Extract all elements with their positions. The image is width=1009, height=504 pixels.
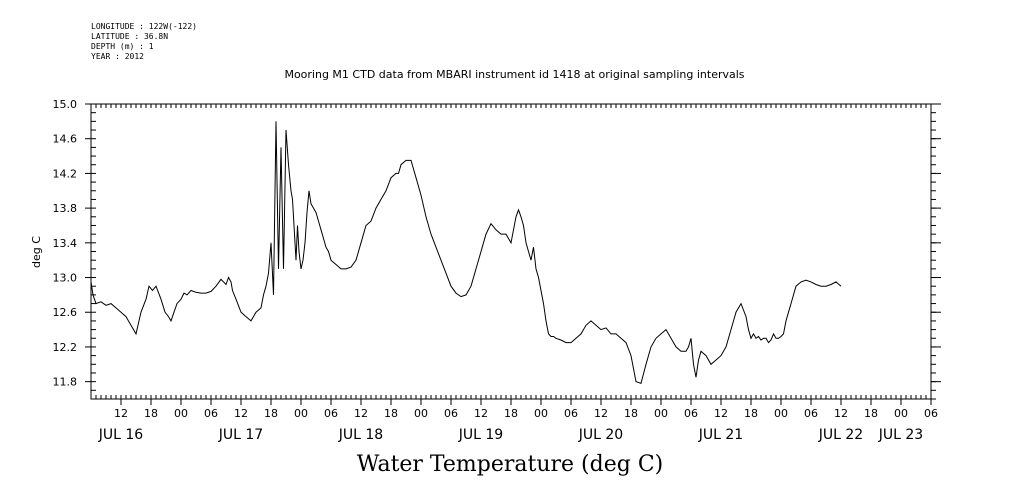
x-hour-label: 18: [864, 407, 878, 420]
x-day-label: JUL 20: [578, 427, 623, 443]
y-tick-label: 14.6: [53, 133, 78, 146]
x-hour-label: 00: [774, 407, 788, 420]
y-tick-label: 13.8: [53, 202, 78, 215]
x-hour-label: 12: [714, 407, 728, 420]
x-day-label: JUL 22: [818, 427, 863, 443]
x-hour-label: 18: [144, 407, 158, 420]
x-hour-label: 12: [234, 407, 248, 420]
y-tick-label: 11.8: [53, 376, 78, 389]
x-hour-label: 00: [654, 407, 668, 420]
x-day-label: JUL 19: [458, 427, 503, 443]
y-tick-label: 13.0: [53, 272, 78, 285]
x-hour-label: 06: [324, 407, 338, 420]
x-hour-label: 06: [684, 407, 698, 420]
x-day-label: JUL 17: [218, 427, 263, 443]
x-hour-label: 06: [564, 407, 578, 420]
plot-frame: [90, 103, 932, 400]
x-day-label: JUL 16: [98, 427, 144, 443]
x-hour-label: 06: [804, 407, 818, 420]
x-hour-label: 06: [444, 407, 458, 420]
y-tick-label: 12.2: [53, 341, 78, 354]
x-axis-label: Water Temperature (deg C): [356, 452, 664, 477]
x-hour-label: 00: [174, 407, 188, 420]
y-tick-label: 14.2: [53, 167, 78, 180]
x-hour-label: 00: [294, 407, 308, 420]
x-hour-label: 12: [594, 407, 608, 420]
x-hour-label: 12: [474, 407, 488, 420]
y-tick-label: 12.6: [53, 306, 78, 319]
x-hour-label: 06: [924, 407, 938, 420]
meta-depth: DEPTH (m) : 1: [91, 42, 154, 51]
x-hour-label: 00: [894, 407, 908, 420]
x-day-label: JUL 23: [878, 427, 923, 443]
x-hour-label: 12: [354, 407, 368, 420]
x-hour-label: 18: [504, 407, 518, 420]
x-hour-label: 18: [624, 407, 638, 420]
metadata-block: LONGITUDE : 122W(-122) LATITUDE : 36.8N …: [91, 22, 197, 62]
meta-latitude: LATITUDE : 36.8N: [91, 32, 169, 41]
x-hour-label: 00: [534, 407, 548, 420]
x-hour-label: 18: [384, 407, 398, 420]
x-day-label: JUL 21: [698, 427, 743, 443]
x-hour-label: 12: [834, 407, 848, 420]
x-hour-label: 00: [414, 407, 428, 420]
y-axis-label: deg C: [30, 236, 43, 268]
x-hour-label: 12: [114, 407, 128, 420]
series-line-water-temperature: [90, 121, 842, 385]
x-hour-label: 18: [264, 407, 278, 420]
x-hour-label: 18: [744, 407, 758, 420]
x-hour-label: 06: [204, 407, 218, 420]
meta-longitude: LONGITUDE : 122W(-122): [91, 22, 197, 31]
x-day-label: JUL 18: [338, 427, 383, 443]
y-tick-label: 15.0: [53, 98, 78, 111]
y-tick-label: 13.4: [53, 237, 78, 250]
axes-group: 11.8 12.2 12.6 13.0 13.4 13.8 14.2 14.6 15.0 12 18…: [53, 98, 941, 443]
chart-title: Mooring M1 CTD data from MBARI instrumen…: [284, 68, 745, 81]
meta-year: YEAR : 2012: [91, 52, 144, 61]
